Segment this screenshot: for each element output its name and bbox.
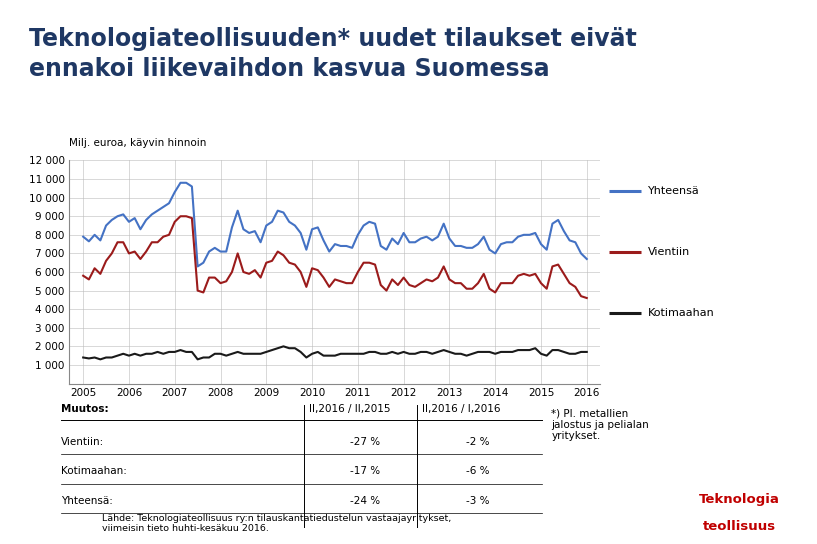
Text: teollisuus: teollisuus xyxy=(703,520,776,533)
Text: -2 %: -2 % xyxy=(467,437,489,447)
Text: II,2016 / I,2016: II,2016 / I,2016 xyxy=(422,404,500,414)
Text: Teknologiateollisuuden* uudet tilaukset eivät
ennakoi liikevaihdon kasvua Suomes: Teknologiateollisuuden* uudet tilaukset … xyxy=(29,27,636,81)
Text: *) Pl. metallien
jalostus ja pelialan
yritykset.: *) Pl. metallien jalostus ja pelialan yr… xyxy=(551,408,650,441)
Text: Kotimaahan: Kotimaahan xyxy=(649,308,715,318)
Text: -17 %: -17 % xyxy=(350,466,380,477)
Text: II,2016 / II,2015: II,2016 / II,2015 xyxy=(309,404,391,414)
Text: Milj. euroa, käyvin hinnoin: Milj. euroa, käyvin hinnoin xyxy=(69,138,207,148)
Text: Vientiin:: Vientiin: xyxy=(61,437,105,447)
Text: -24 %: -24 % xyxy=(350,496,380,506)
Text: -27 %: -27 % xyxy=(350,437,380,447)
Text: Lähde: Teknologiateollisuus ry:n tilauskantatiedustelun vastaajayritykset,
viime: Lähde: Teknologiateollisuus ry:n tilausk… xyxy=(102,514,452,534)
Text: -6 %: -6 % xyxy=(467,466,489,477)
Text: Muutos:: Muutos: xyxy=(61,404,109,414)
Text: -3 %: -3 % xyxy=(467,496,489,506)
Text: Yhteensä: Yhteensä xyxy=(649,186,700,196)
Text: Kotimaahan:: Kotimaahan: xyxy=(61,466,127,477)
Text: Vientiin: Vientiin xyxy=(649,247,690,257)
Text: Yhteensä:: Yhteensä: xyxy=(61,496,113,506)
Text: Teknologia: Teknologia xyxy=(699,493,779,506)
